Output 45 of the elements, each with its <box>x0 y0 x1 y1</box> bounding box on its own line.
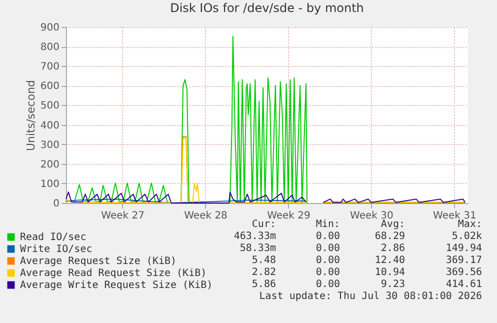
text: 58.33m <box>240 243 276 255</box>
text: 369.17 <box>446 255 482 267</box>
y-tick-label: 200 <box>40 159 60 170</box>
text: 369.56 <box>446 267 482 279</box>
text: 0.00 <box>316 231 340 243</box>
text: Last update: Thu Jul 30 08:01:00 2026 <box>259 291 482 303</box>
text: Cur: <box>252 219 276 231</box>
y-tick-label: 900 <box>40 22 60 34</box>
y-tick-label: 700 <box>40 62 60 73</box>
x-tick-label: Week 29 <box>267 210 310 222</box>
legend-label: Average Read Request Size (KiB) <box>20 268 207 279</box>
y-tick-label: 300 <box>40 140 60 151</box>
text: 463.33m <box>234 231 276 243</box>
y-axis-title: Units/second <box>24 80 38 152</box>
text: 2.86 <box>380 243 405 255</box>
text: Avg: <box>380 219 405 231</box>
text: Max: <box>458 219 482 231</box>
y-tick-label: 600 <box>40 81 60 92</box>
text: 0.00 <box>316 279 340 291</box>
text: 149.94 <box>446 243 482 255</box>
text: 12.40 <box>374 255 405 267</box>
text: 68.29 <box>374 231 405 243</box>
y-tick-label: 400 <box>40 120 60 132</box>
text: 9.23 <box>380 279 405 291</box>
text: 2.82 <box>252 267 276 279</box>
y-tick-label: 800 <box>40 42 60 54</box>
legend-label: Average Write Request Size (KiB) <box>20 280 213 291</box>
text: 5.48 <box>252 255 276 267</box>
legend-label: Read IO/sec <box>20 232 86 243</box>
y-tick-label: 500 <box>40 100 60 112</box>
text: 0.00 <box>316 267 340 279</box>
text: 5.86 <box>252 279 276 291</box>
x-tick-label: Week 27 <box>101 210 144 222</box>
y-tick-label: 0 <box>53 198 60 210</box>
text: Min: <box>316 219 340 231</box>
y-tick-label: 100 <box>40 178 60 190</box>
x-tick-label: Week 28 <box>184 210 228 222</box>
text: 10.94 <box>374 267 405 279</box>
text: 0.00 <box>316 243 340 255</box>
text: 0.00 <box>316 255 340 267</box>
text: 414.61 <box>446 279 482 291</box>
text: 5.02k <box>452 231 482 243</box>
legend-label: Write IO/sec <box>20 244 92 255</box>
legend-label: Average Request Size (KiB) <box>20 256 177 267</box>
chart-title: Disk IOs for /dev/sde - by month <box>170 1 364 15</box>
